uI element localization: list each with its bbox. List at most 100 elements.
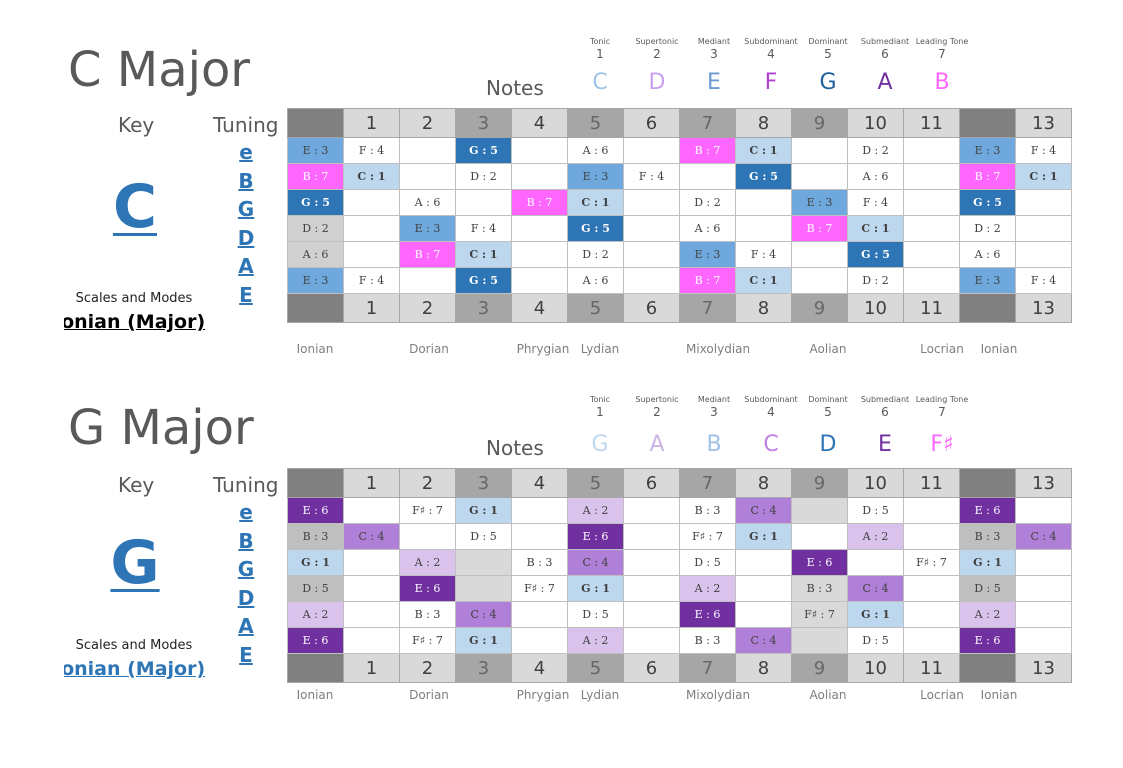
fret-cell[interactable]: F♯ : 7 [511, 575, 568, 602]
fret-cell[interactable]: C : 1 [1015, 163, 1072, 190]
fret-cell[interactable]: E : 3 [959, 267, 1016, 294]
fret-cell[interactable] [455, 575, 512, 602]
fret-cell[interactable] [623, 523, 680, 550]
fret-cell[interactable]: E : 6 [287, 497, 344, 524]
fret-cell[interactable]: F♯ : 7 [791, 601, 848, 628]
fret-cell[interactable] [791, 523, 848, 550]
fret-cell[interactable] [791, 627, 848, 654]
fret-cell[interactable] [903, 497, 960, 524]
string-label-D[interactable]: D [237, 585, 255, 610]
fret-cell[interactable]: D : 2 [847, 267, 904, 294]
fret-cell[interactable]: E : 6 [287, 627, 344, 654]
fret-cell[interactable]: C : 1 [735, 267, 792, 294]
fret-cell[interactable]: C : 4 [455, 601, 512, 628]
fret-cell[interactable]: A : 2 [959, 601, 1016, 628]
fret-cell[interactable]: D : 2 [567, 241, 624, 268]
fret-cell[interactable]: D : 5 [287, 575, 344, 602]
fret-cell[interactable] [511, 267, 568, 294]
fret-cell[interactable] [903, 575, 960, 602]
fret-cell[interactable]: B : 7 [287, 163, 344, 190]
string-label-E[interactable]: E [239, 642, 253, 667]
fret-cell[interactable]: B : 7 [679, 137, 736, 164]
mode-name-c11[interactable]: Locrian [920, 688, 964, 702]
fret-cell[interactable] [791, 163, 848, 190]
fret-cell[interactable]: C : 1 [847, 215, 904, 242]
fret-cell[interactable]: C : 4 [343, 523, 400, 550]
fret-cell[interactable]: E : 6 [679, 601, 736, 628]
fret-cell[interactable]: F : 4 [735, 241, 792, 268]
fret-cell[interactable] [791, 267, 848, 294]
mode-select-link[interactable]: Ionian (Major) [64, 311, 206, 333]
fret-cell[interactable] [455, 189, 512, 216]
fret-cell[interactable] [343, 627, 400, 654]
fret-cell[interactable]: G : 1 [455, 627, 512, 654]
fret-cell[interactable] [343, 189, 400, 216]
fret-cell[interactable] [903, 137, 960, 164]
fret-cell[interactable]: G : 1 [959, 549, 1016, 576]
fret-cell[interactable]: D : 5 [455, 523, 512, 550]
fret-cell[interactable]: A : 2 [567, 497, 624, 524]
fret-cell[interactable] [343, 601, 400, 628]
fret-cell[interactable] [735, 215, 792, 242]
fret-cell[interactable] [511, 137, 568, 164]
fret-cell[interactable]: E : 3 [679, 241, 736, 268]
fret-cell[interactable] [1015, 189, 1072, 216]
fret-cell[interactable]: F : 4 [455, 215, 512, 242]
fret-cell[interactable] [343, 241, 400, 268]
fret-cell[interactable] [735, 601, 792, 628]
fret-cell[interactable]: B : 3 [399, 601, 456, 628]
fret-cell[interactable]: D : 2 [847, 137, 904, 164]
mode-select-text[interactable]: Ionian (Major) [64, 658, 206, 680]
fret-cell[interactable] [343, 575, 400, 602]
mode-name-c5[interactable]: Lydian [580, 342, 620, 356]
fret-cell[interactable] [511, 241, 568, 268]
mode-name-c7[interactable]: Mixolydian [686, 688, 751, 702]
fret-cell[interactable]: G : 1 [567, 575, 624, 602]
mode-name-c5[interactable]: Lydian [580, 688, 620, 702]
fret-cell[interactable] [903, 189, 960, 216]
fret-cell[interactable] [903, 601, 960, 628]
fret-cell[interactable]: C : 1 [567, 189, 624, 216]
string-label-B[interactable]: B [238, 528, 254, 553]
fret-cell[interactable]: A : 6 [679, 215, 736, 242]
fret-cell[interactable] [399, 137, 456, 164]
fret-cell[interactable] [623, 189, 680, 216]
fret-cell[interactable]: C : 1 [343, 163, 400, 190]
fret-cell[interactable] [1015, 215, 1072, 242]
fret-cell[interactable] [399, 523, 456, 550]
fret-cell[interactable]: B : 3 [679, 497, 736, 524]
fret-cell[interactable] [791, 497, 848, 524]
fret-cell[interactable]: A : 2 [399, 549, 456, 576]
fret-cell[interactable]: B : 7 [399, 241, 456, 268]
fret-cell[interactable]: B : 3 [791, 575, 848, 602]
mode-name-c9[interactable]: Aolian [809, 342, 847, 356]
fret-cell[interactable] [623, 497, 680, 524]
fret-cell[interactable]: A : 2 [287, 601, 344, 628]
fret-cell[interactable]: G : 1 [735, 523, 792, 550]
fret-cell[interactable] [623, 601, 680, 628]
fret-cell[interactable]: E : 3 [287, 137, 344, 164]
fret-cell[interactable] [903, 627, 960, 654]
fret-cell[interactable] [623, 215, 680, 242]
fret-cell[interactable] [399, 163, 456, 190]
fret-cell[interactable]: A : 6 [567, 267, 624, 294]
fret-cell[interactable] [623, 575, 680, 602]
fret-cell[interactable]: E : 6 [399, 575, 456, 602]
fret-cell[interactable]: C : 4 [735, 497, 792, 524]
fret-cell[interactable]: C : 1 [735, 137, 792, 164]
fret-cell[interactable] [735, 575, 792, 602]
fret-cell[interactable]: F♯ : 7 [903, 549, 960, 576]
fret-cell[interactable]: G : 5 [455, 137, 512, 164]
fret-cell[interactable] [623, 241, 680, 268]
fret-cell[interactable] [1015, 241, 1072, 268]
mode-name-c4[interactable]: Phrygian [516, 342, 570, 356]
fret-cell[interactable]: B : 3 [959, 523, 1016, 550]
fret-cell[interactable]: F : 4 [1015, 267, 1072, 294]
fret-cell[interactable]: C : 4 [567, 549, 624, 576]
fret-cell[interactable] [903, 241, 960, 268]
fret-cell[interactable] [511, 601, 568, 628]
string-label-e[interactable]: e [239, 140, 253, 164]
fret-cell[interactable]: C : 4 [1015, 523, 1072, 550]
mode-name-c4[interactable]: Phrygian [516, 688, 570, 702]
fret-cell[interactable]: A : 6 [567, 137, 624, 164]
